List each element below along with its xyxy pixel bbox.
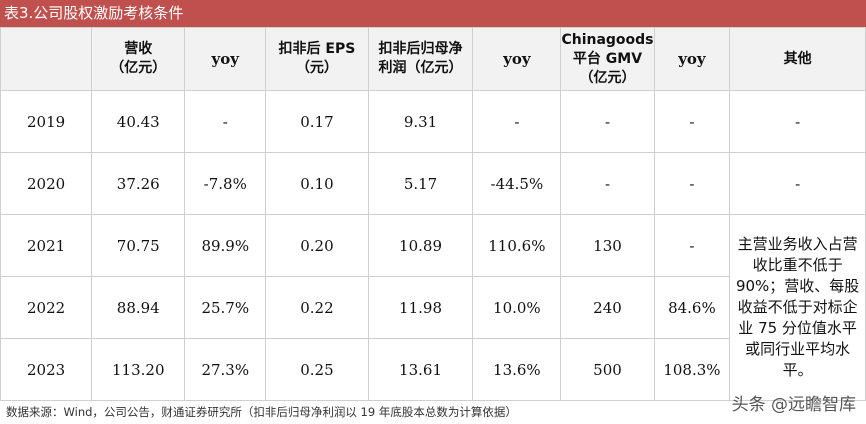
gmv-yoy-cell: - xyxy=(653,152,731,215)
header-line: 营收 （亿元） xyxy=(110,41,167,76)
profit-cell: 13.61 xyxy=(367,338,474,401)
watermark: 头条 @远瞻智库 xyxy=(731,395,856,415)
gmv-cell: - xyxy=(560,152,655,215)
header-cell xyxy=(0,27,93,91)
revenue-cell: 113.20 xyxy=(91,338,186,401)
profit-cell: 10.89 xyxy=(367,214,474,277)
table-row: 2023 113.20 27.3% 0.25 13.61 13.6% 500 1… xyxy=(0,338,866,401)
year-cell: 2021 xyxy=(0,214,93,277)
header-cell: yoy xyxy=(184,27,267,91)
header-cell: Chinagoods 平台 GMV （亿元） xyxy=(560,27,655,91)
revenue-yoy-cell: - xyxy=(184,90,267,153)
year-cell: 2019 xyxy=(0,90,93,153)
profit-yoy-cell: 110.6% xyxy=(472,214,562,277)
header-cell: yoy xyxy=(472,27,562,91)
table-row: 2020 37.26 -7.8% 0.10 5.17 -44.5% - - - xyxy=(0,152,866,215)
revenue-yoy-cell: -7.8% xyxy=(184,152,267,215)
eps-cell: 0.25 xyxy=(265,338,369,401)
gmv-yoy-cell: 108.3% xyxy=(653,338,731,401)
revenue-cell: 88.94 xyxy=(91,276,186,339)
header-cell: 扣非后归母净 利润（亿元） xyxy=(367,27,474,91)
eps-cell: 0.17 xyxy=(265,90,369,153)
header-line: Chinagoods 平台 GMV （亿元） xyxy=(561,31,654,86)
header-cell: 扣非后 EPS （元） xyxy=(265,27,369,91)
profit-yoy-cell: -44.5% xyxy=(472,152,562,215)
header-cell: yoy xyxy=(653,27,731,91)
incentive-table: 营收 （亿元） yoy 扣非后 EPS （元） 扣非后归母净 利润（亿元） yoy C… xyxy=(0,27,866,401)
year-cell: 2023 xyxy=(0,338,93,401)
eps-cell: 0.10 xyxy=(265,152,369,215)
gmv-yoy-cell: 84.6% xyxy=(653,276,731,339)
gmv-yoy-cell: - xyxy=(653,214,731,277)
year-cell: 2022 xyxy=(0,276,93,339)
gmv-cell: - xyxy=(560,90,655,153)
table-row: 2021 70.75 89.9% 0.20 10.89 110.6% 130 -… xyxy=(0,214,866,401)
header-row: 营收 （亿元） yoy 扣非后 EPS （元） 扣非后归母净 利润（亿元） yoy C… xyxy=(0,27,866,91)
gmv-cell: 240 xyxy=(560,276,655,339)
header-line: 扣非后 EPS （元） xyxy=(278,41,356,76)
other-conditions-cell: 主营业务收入占营收比重不低于90%；营收、每股收益不低于对标企业 75 分位值水… xyxy=(729,214,866,401)
profit-yoy-cell: 13.6% xyxy=(472,338,562,401)
revenue-cell: 37.26 xyxy=(91,152,186,215)
profit-yoy-cell: 10.0% xyxy=(472,276,562,339)
header-line: 扣非后归母净 利润（亿元） xyxy=(378,41,463,76)
profit-cell: 11.98 xyxy=(367,276,474,339)
other-cell: - xyxy=(729,152,866,215)
eps-cell: 0.22 xyxy=(265,276,369,339)
revenue-yoy-cell: 89.9% xyxy=(184,214,267,277)
eps-cell: 0.20 xyxy=(265,214,369,277)
table-row: 2022 88.94 25.7% 0.22 11.98 10.0% 240 84… xyxy=(0,276,866,339)
other-cell: - xyxy=(729,90,866,153)
gmv-cell: 130 xyxy=(560,214,655,277)
gmv-yoy-cell: - xyxy=(653,90,731,153)
table-row: 2019 40.43 - 0.17 9.31 - - - - xyxy=(0,90,866,153)
header-cell: 其他 xyxy=(729,27,866,91)
revenue-yoy-cell: 25.7% xyxy=(184,276,267,339)
revenue-cell: 70.75 xyxy=(91,214,186,277)
header-cell: 营收 （亿元） xyxy=(91,27,186,91)
year-cell: 2020 xyxy=(0,152,93,215)
revenue-yoy-cell: 27.3% xyxy=(184,338,267,401)
data-source-footnote: 数据来源：Wind，公司公告，财通证券研究所（扣非后归母净利润以 19 年底股本… xyxy=(6,405,517,419)
profit-cell: 5.17 xyxy=(367,152,474,215)
table-title: 表3.公司股权激励考核条件 xyxy=(0,0,866,27)
profit-yoy-cell: - xyxy=(472,90,562,153)
revenue-cell: 40.43 xyxy=(91,90,186,153)
gmv-cell: 500 xyxy=(560,338,655,401)
profit-cell: 9.31 xyxy=(367,90,474,153)
